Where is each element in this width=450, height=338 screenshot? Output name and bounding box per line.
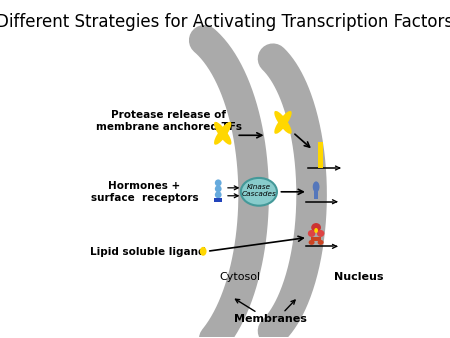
Text: Nucleus: Nucleus — [334, 272, 384, 282]
Ellipse shape — [311, 223, 321, 232]
Bar — [214, 198, 222, 202]
Bar — [318, 142, 323, 168]
Text: Hormones +
surface  receptors: Hormones + surface receptors — [90, 181, 198, 202]
Ellipse shape — [309, 240, 315, 245]
Ellipse shape — [318, 240, 324, 245]
Text: Protease release of
membrane anchored TFs: Protease release of membrane anchored TF… — [95, 111, 242, 132]
Ellipse shape — [215, 191, 221, 198]
Text: Kinase
Cascades: Kinase Cascades — [242, 184, 276, 197]
Ellipse shape — [314, 228, 318, 233]
Bar — [311, 237, 321, 241]
Ellipse shape — [274, 111, 292, 134]
Bar — [314, 190, 318, 199]
Ellipse shape — [317, 230, 324, 237]
Ellipse shape — [241, 178, 277, 206]
Text: Cytosol: Cytosol — [220, 272, 261, 282]
Ellipse shape — [215, 179, 221, 186]
Ellipse shape — [214, 122, 231, 145]
Text: Different Strategies for Activating Transcription Factors: Different Strategies for Activating Tran… — [0, 13, 450, 31]
Text: Lipid soluble ligand: Lipid soluble ligand — [90, 247, 205, 257]
Ellipse shape — [274, 111, 292, 134]
Ellipse shape — [215, 185, 221, 192]
Text: Membranes: Membranes — [234, 314, 306, 324]
Ellipse shape — [214, 122, 231, 145]
Ellipse shape — [313, 182, 320, 192]
Ellipse shape — [308, 230, 315, 237]
Ellipse shape — [200, 247, 207, 256]
